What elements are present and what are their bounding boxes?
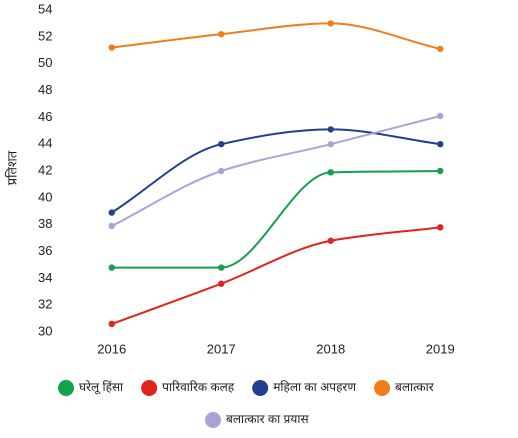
data-point — [218, 30, 225, 38]
y-tick-label: 46 — [38, 109, 52, 124]
series-line — [111, 226, 441, 325]
data-point — [327, 20, 334, 27]
legend-marker — [252, 380, 269, 396]
y-tick-label: 54 — [38, 1, 52, 16]
data-point — [108, 222, 115, 230]
x-tick-label: 2019 — [426, 341, 455, 356]
series-line — [111, 128, 441, 214]
legend-label: बलात्कार — [395, 380, 435, 394]
data-point — [218, 140, 225, 148]
data-point — [327, 126, 334, 133]
y-tick-label: 30 — [38, 323, 52, 338]
legend-marker — [58, 380, 74, 396]
data-point — [108, 264, 115, 271]
y-tick-label: 44 — [38, 136, 52, 151]
legend-label: बलात्कार का प्रयास — [226, 412, 309, 426]
data-point — [437, 224, 444, 231]
data-point — [327, 140, 334, 148]
y-tick-label: 48 — [38, 82, 52, 97]
data-point — [327, 169, 334, 176]
data-point — [437, 167, 444, 175]
legend-label: महिला का अपहरण — [273, 380, 356, 394]
y-axis-label: प्रतिशत — [4, 150, 19, 185]
legend-marker — [205, 412, 221, 428]
legend-label: पारिवारिक कलह — [162, 380, 235, 394]
data-point — [218, 264, 225, 271]
data-point — [327, 237, 334, 244]
data-point — [108, 209, 115, 216]
y-tick-label: 34 — [38, 270, 52, 285]
data-point — [108, 320, 115, 328]
data-point — [437, 112, 444, 120]
y-tick-label: 42 — [38, 162, 52, 177]
x-tick-label: 2018 — [316, 341, 345, 356]
series-line — [111, 22, 441, 50]
y-tick-label: 38 — [38, 216, 52, 231]
data-point — [437, 45, 444, 53]
data-point — [108, 44, 115, 51]
y-tick-label: 50 — [38, 55, 52, 70]
y-tick-label: 36 — [38, 243, 52, 258]
y-tick-label: 32 — [38, 297, 52, 312]
legend-marker — [141, 380, 158, 396]
legend-marker — [374, 380, 391, 396]
data-point — [218, 167, 225, 175]
series-line — [111, 115, 441, 227]
x-tick-label: 2016 — [97, 341, 126, 356]
data-point — [218, 280, 225, 287]
series-line — [111, 170, 441, 269]
x-tick-label: 2017 — [207, 341, 236, 356]
y-tick-label: 40 — [38, 189, 52, 204]
data-point — [437, 140, 444, 148]
y-tick-label: 52 — [38, 28, 52, 43]
legend-label: घरेलू हिंसा — [79, 380, 124, 395]
